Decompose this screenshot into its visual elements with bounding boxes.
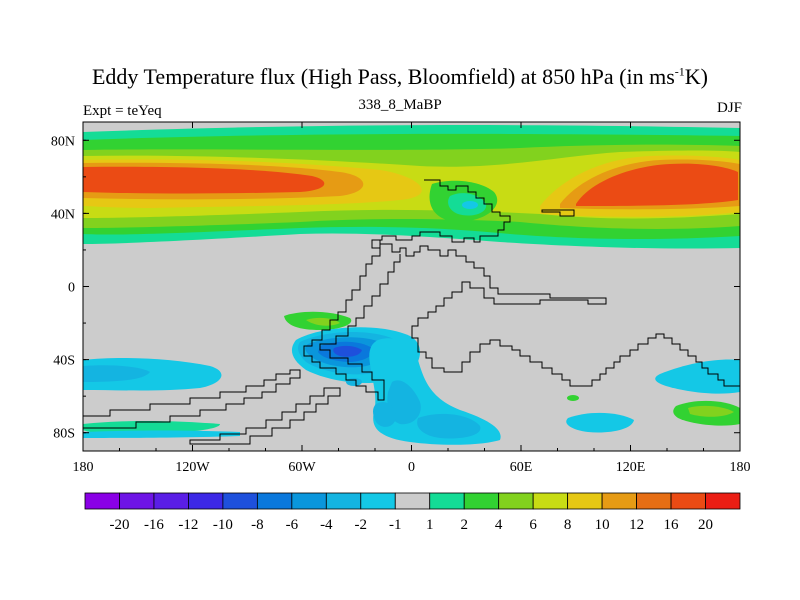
colorbar-swatch <box>153 492 189 510</box>
colorbar-swatch <box>670 492 706 510</box>
coast-northern-continent <box>371 179 740 387</box>
colorbar-swatch <box>291 492 327 510</box>
x-tick-label: 180 <box>730 460 751 475</box>
field-layer <box>83 122 740 451</box>
axis-layer: 180 120W 60W 0 60E 120E 180 80N 40N 0 40S 80S <box>51 122 751 475</box>
colorbar-swatch <box>429 492 465 510</box>
colorbar-swatch <box>705 492 741 510</box>
so-neg-2 <box>387 380 421 425</box>
so-far-south-neg <box>83 430 240 438</box>
so-neg-3 <box>373 401 396 427</box>
experiment-label: Expt = teYeq <box>83 103 162 119</box>
colorbar-swatch <box>636 492 672 510</box>
colorbar-label: -6 <box>286 517 299 533</box>
colorbar-swatch <box>222 492 258 510</box>
colorbar-label: -8 <box>251 517 264 533</box>
chart-subtitle: 338_8_MaBP <box>358 97 442 113</box>
x-tick-label: 60E <box>510 460 533 475</box>
spac-neg-2 <box>83 365 150 382</box>
so-neg-4 <box>417 413 481 439</box>
x-tick-label: 180 <box>73 460 94 475</box>
x-tick-label: 120W <box>175 460 210 475</box>
colorbar-label: 20 <box>698 517 713 533</box>
x-tick-label: 0 <box>408 460 415 475</box>
y-tick-label: 80S <box>53 427 75 442</box>
y-tick-label: 0 <box>68 281 75 296</box>
colorbar-swatch <box>601 492 637 510</box>
colorbar-swatch <box>463 492 500 510</box>
satl-neg-small <box>346 378 362 386</box>
colorbar-label: 2 <box>460 517 468 533</box>
colorbar-label: -12 <box>178 517 198 533</box>
coastlines <box>83 179 740 445</box>
colorbar-label: 12 <box>629 517 644 533</box>
coast-island <box>541 209 575 217</box>
colorbar-label: -20 <box>109 517 129 533</box>
coast-far-south-2 <box>189 387 341 445</box>
x-tick-label: 60W <box>288 460 316 475</box>
y-tick-label: 40N <box>51 207 75 222</box>
colorbar-label: -1 <box>389 517 402 533</box>
colorbar-label: 10 <box>595 517 610 533</box>
colorbar-swatch <box>567 492 603 510</box>
season-label: DJF <box>716 100 742 116</box>
asia-max-16 <box>576 163 738 206</box>
x-tick-label: 120E <box>616 460 646 475</box>
colorbar-swatch <box>394 492 431 510</box>
colorbar-label: 4 <box>495 517 503 533</box>
colorbar-swatch <box>188 492 224 510</box>
spac-pos-2 <box>688 405 734 417</box>
colorbar-label: 16 <box>664 517 680 533</box>
colorbar-swatch <box>360 492 396 510</box>
midlat-blue-patch <box>462 201 478 209</box>
colorbar-swatch <box>119 492 155 510</box>
y-tick-label: 80N <box>51 134 75 149</box>
chart-title: Eddy Temperature flux (High Pass, Bloomf… <box>91 64 708 89</box>
colorbar-swatch <box>532 492 569 510</box>
coast-far-south-1 <box>83 369 301 429</box>
colorbar-label: 1 <box>426 517 434 533</box>
colorbar-swatch <box>498 492 534 510</box>
coast-southern-continent <box>303 240 401 401</box>
colorbar-label: -16 <box>144 517 164 533</box>
colorbar-swatch <box>256 492 293 510</box>
colorbar-label: -10 <box>213 517 233 533</box>
sind-neg-2 <box>566 412 634 433</box>
colorbar-swatch <box>325 492 362 510</box>
pacific-max-16 <box>83 166 325 194</box>
colorbar: -20 -16 -12 -10 -8 -6 -4 -2 -1 1 2 4 6 8 10 12 16 20 <box>84 492 741 533</box>
colorbar-label: -4 <box>320 517 333 533</box>
small-positive-patch <box>567 395 579 401</box>
colorbar-swatch <box>84 492 120 510</box>
colorbar-label: 6 <box>529 517 537 533</box>
colorbar-label: 8 <box>564 517 572 533</box>
sind-neg-1 <box>655 359 740 394</box>
satl-neg-8 <box>333 345 362 357</box>
colorbar-label: -2 <box>355 517 368 533</box>
y-tick-label: 40S <box>53 354 75 369</box>
